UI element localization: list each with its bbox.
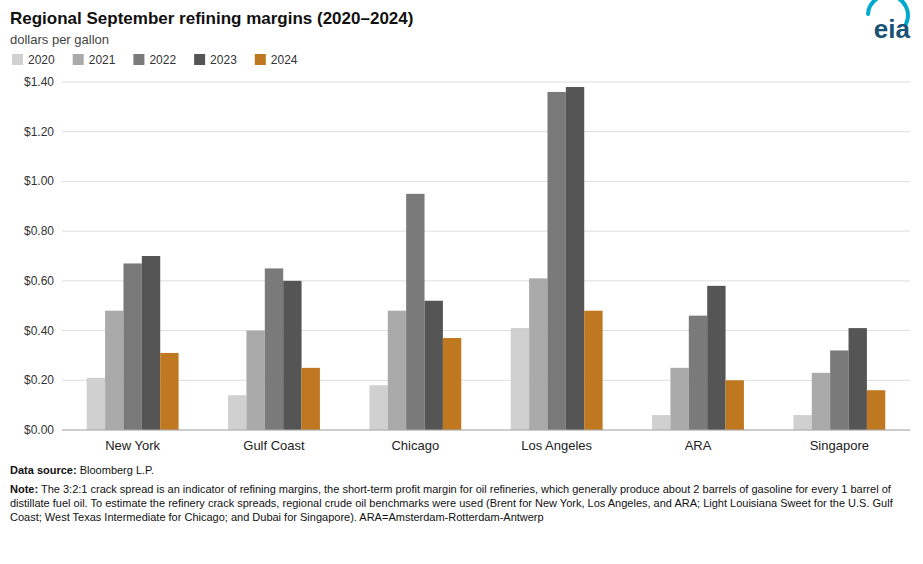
logo: eia — [874, 14, 911, 44]
bar — [369, 385, 387, 430]
bar — [584, 311, 602, 430]
x-tick-label: New York — [105, 438, 160, 453]
grid-line — [62, 181, 910, 182]
footnote-text: The 3:2:1 crack spread is an indicator o… — [38, 483, 892, 495]
legend-swatch — [133, 54, 144, 65]
x-tick-label: Chicago — [391, 438, 439, 453]
bar — [707, 286, 725, 430]
legend-swatch — [12, 54, 23, 65]
y-tick-label: $0.80 — [24, 224, 54, 238]
bar — [302, 368, 320, 430]
bar — [830, 350, 848, 430]
grid-line — [62, 231, 910, 232]
bar — [566, 87, 584, 430]
bar — [160, 353, 178, 430]
bar — [142, 256, 160, 430]
bar — [529, 278, 547, 430]
legend-label: 2022 — [149, 53, 176, 67]
y-tick-label: $1.40 — [24, 75, 54, 89]
bar — [547, 92, 565, 430]
bar — [726, 380, 744, 430]
legend-swatch — [255, 54, 266, 65]
grid-line — [62, 131, 910, 132]
title: Regional September refining margins (202… — [10, 9, 413, 28]
x-tick-label: Los Angeles — [521, 438, 592, 453]
chart: Regional September refining margins (202… — [0, 0, 923, 564]
bar — [87, 378, 105, 430]
x-axis-line — [62, 430, 910, 431]
bar — [812, 373, 830, 430]
grid-line — [62, 280, 910, 281]
bar — [670, 368, 688, 430]
bar — [265, 268, 283, 430]
y-tick-label: $0.60 — [24, 274, 54, 288]
bars — [87, 87, 886, 430]
grid — [62, 82, 910, 430]
y-tick-label: $1.20 — [24, 125, 54, 139]
bar — [689, 316, 707, 430]
bar — [793, 415, 811, 430]
footnote: distillate fuel oil. To estimate the ref… — [10, 497, 894, 509]
x-tick-label: ARA — [685, 438, 712, 453]
y-tick-label: $1.00 — [24, 174, 54, 188]
legend-swatch — [194, 54, 205, 65]
legend-label: 2020 — [28, 53, 55, 67]
x-tick-label: Gulf Coast — [243, 438, 305, 453]
bar — [867, 390, 885, 430]
bar — [406, 194, 424, 430]
grid-line — [62, 82, 910, 83]
grid-line — [62, 430, 910, 431]
bar — [511, 328, 529, 430]
bar — [443, 338, 461, 430]
bar — [652, 415, 670, 430]
footnote-label: Data source: — [10, 464, 77, 476]
y-tick-label: $0.40 — [24, 324, 54, 338]
footnote: Coast; West Texas Intermediate for Chica… — [10, 511, 544, 523]
footnote-text: Bloomberg L.P. — [77, 464, 154, 476]
bar — [388, 311, 406, 430]
grid-line — [62, 330, 910, 331]
bar — [228, 395, 246, 430]
legend-swatch — [73, 54, 84, 65]
footnote: Note: The 3:2:1 crack spread is an indic… — [10, 483, 892, 495]
subtitle: dollars per gallon — [10, 32, 109, 47]
y-tick-label: $0.00 — [24, 423, 54, 437]
bar — [283, 281, 301, 430]
bar — [105, 311, 123, 430]
bar — [425, 301, 443, 430]
footnote-label: Note: — [10, 483, 38, 495]
legend-label: 2024 — [271, 53, 298, 67]
legend-label: 2021 — [89, 53, 116, 67]
bar — [123, 263, 141, 430]
bar — [849, 328, 867, 430]
bar — [246, 331, 264, 430]
legend: 2020 2021 2022 2023 2024 — [12, 53, 298, 67]
y-tick-label: $0.20 — [24, 373, 54, 387]
footnote: Data source: Bloomberg L.P. — [10, 464, 154, 476]
grid-line — [62, 380, 910, 381]
legend-label: 2023 — [210, 53, 237, 67]
x-tick-label: Singapore — [810, 438, 869, 453]
